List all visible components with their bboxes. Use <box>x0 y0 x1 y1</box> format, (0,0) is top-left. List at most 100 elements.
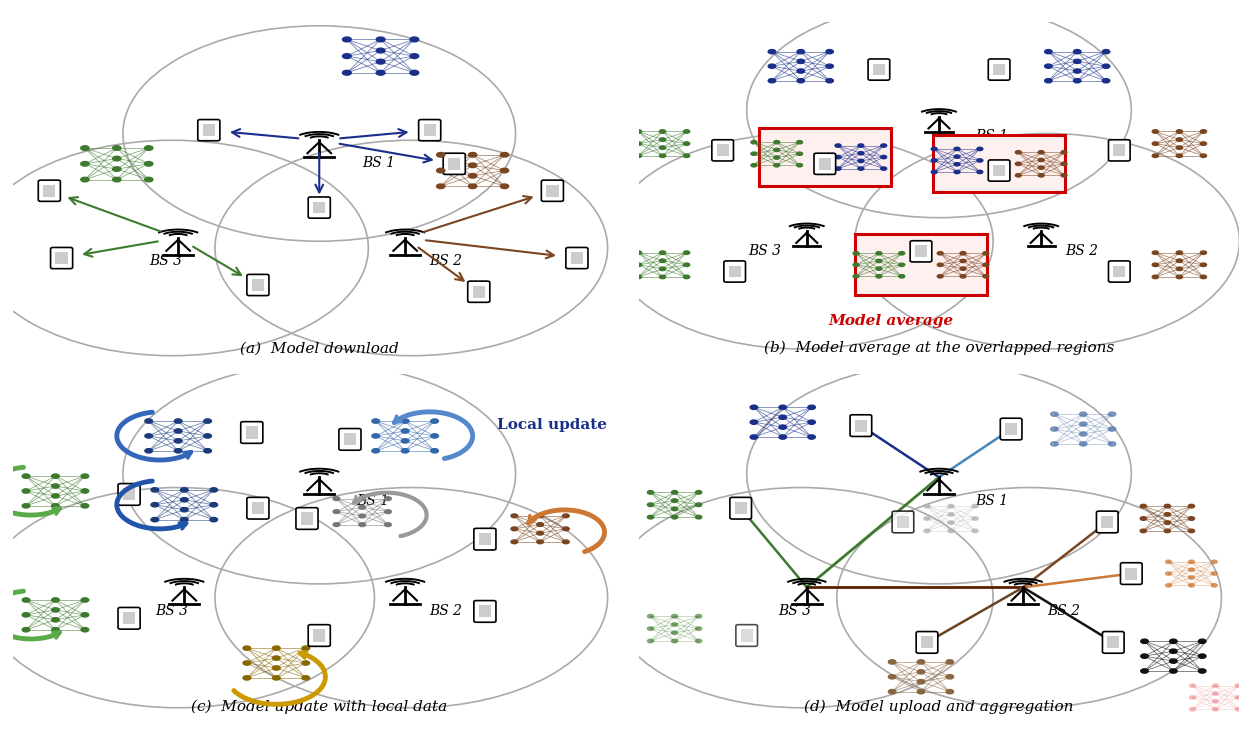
Circle shape <box>808 420 815 424</box>
Circle shape <box>853 263 859 266</box>
Bar <box>252 502 264 514</box>
Circle shape <box>384 497 392 500</box>
Circle shape <box>1212 699 1218 703</box>
Circle shape <box>1164 521 1171 524</box>
Circle shape <box>671 622 677 626</box>
Circle shape <box>1201 263 1207 266</box>
Circle shape <box>960 275 967 278</box>
Circle shape <box>273 646 280 650</box>
Circle shape <box>501 168 508 173</box>
Circle shape <box>1188 583 1194 587</box>
Circle shape <box>302 675 309 680</box>
Circle shape <box>858 144 864 147</box>
Circle shape <box>1169 669 1177 673</box>
Bar <box>1113 266 1126 278</box>
Circle shape <box>918 680 925 684</box>
Circle shape <box>889 690 896 694</box>
Circle shape <box>23 474 30 478</box>
Circle shape <box>537 531 543 535</box>
Circle shape <box>431 449 438 453</box>
Circle shape <box>1060 174 1067 177</box>
Circle shape <box>402 449 409 453</box>
Circle shape <box>144 146 153 150</box>
Circle shape <box>954 155 960 159</box>
Circle shape <box>501 184 508 188</box>
Circle shape <box>918 669 925 674</box>
Bar <box>735 502 746 514</box>
Bar <box>993 165 1005 177</box>
Bar <box>43 185 55 197</box>
Circle shape <box>51 474 59 478</box>
Circle shape <box>684 251 690 254</box>
Circle shape <box>359 506 366 509</box>
Circle shape <box>1102 64 1109 68</box>
Circle shape <box>468 153 477 157</box>
Circle shape <box>696 614 701 618</box>
FancyBboxPatch shape <box>118 607 140 629</box>
Circle shape <box>384 523 392 527</box>
Circle shape <box>1201 275 1207 279</box>
Circle shape <box>938 275 943 278</box>
Circle shape <box>798 59 805 64</box>
Circle shape <box>1050 442 1058 446</box>
Bar <box>478 605 491 617</box>
Circle shape <box>376 37 386 42</box>
Circle shape <box>1177 275 1182 279</box>
Circle shape <box>359 514 366 518</box>
Text: BS 2: BS 2 <box>429 604 463 618</box>
FancyBboxPatch shape <box>308 197 331 218</box>
Circle shape <box>1177 138 1182 141</box>
Circle shape <box>751 152 757 156</box>
FancyBboxPatch shape <box>240 422 263 444</box>
Circle shape <box>880 156 886 159</box>
Circle shape <box>938 263 943 266</box>
Circle shape <box>1079 432 1087 436</box>
Circle shape <box>826 49 834 54</box>
Circle shape <box>636 129 641 133</box>
Circle shape <box>145 434 153 438</box>
FancyBboxPatch shape <box>566 248 588 269</box>
Circle shape <box>954 147 960 150</box>
Circle shape <box>210 488 218 492</box>
Circle shape <box>660 259 666 263</box>
Circle shape <box>1015 174 1022 177</box>
Circle shape <box>798 69 805 73</box>
FancyBboxPatch shape <box>868 59 890 80</box>
Circle shape <box>180 497 188 502</box>
Circle shape <box>1177 154 1182 158</box>
Circle shape <box>1201 129 1207 133</box>
Bar <box>423 124 436 136</box>
Bar <box>313 202 326 213</box>
Circle shape <box>51 503 59 508</box>
Circle shape <box>1188 560 1194 563</box>
Circle shape <box>1152 251 1158 254</box>
Circle shape <box>437 153 444 157</box>
FancyBboxPatch shape <box>850 415 871 436</box>
Circle shape <box>1177 251 1182 254</box>
Circle shape <box>779 415 786 420</box>
Circle shape <box>647 515 654 519</box>
Circle shape <box>876 275 881 278</box>
Circle shape <box>671 499 677 503</box>
Text: BS 1: BS 1 <box>362 156 396 171</box>
Circle shape <box>853 275 859 278</box>
Text: Model average: Model average <box>829 314 954 328</box>
Circle shape <box>1152 275 1158 279</box>
Circle shape <box>210 518 218 522</box>
Circle shape <box>81 628 89 632</box>
Circle shape <box>796 141 803 144</box>
Text: BS 1: BS 1 <box>975 494 1008 508</box>
FancyBboxPatch shape <box>893 511 914 533</box>
Circle shape <box>924 529 930 533</box>
Circle shape <box>409 70 418 75</box>
Circle shape <box>796 164 803 167</box>
Circle shape <box>174 449 182 453</box>
Circle shape <box>1141 529 1147 533</box>
Bar <box>1126 568 1137 580</box>
Circle shape <box>660 251 666 254</box>
Circle shape <box>671 640 677 643</box>
Circle shape <box>750 435 757 439</box>
Bar <box>252 279 264 291</box>
Circle shape <box>924 504 930 508</box>
Circle shape <box>372 434 379 438</box>
